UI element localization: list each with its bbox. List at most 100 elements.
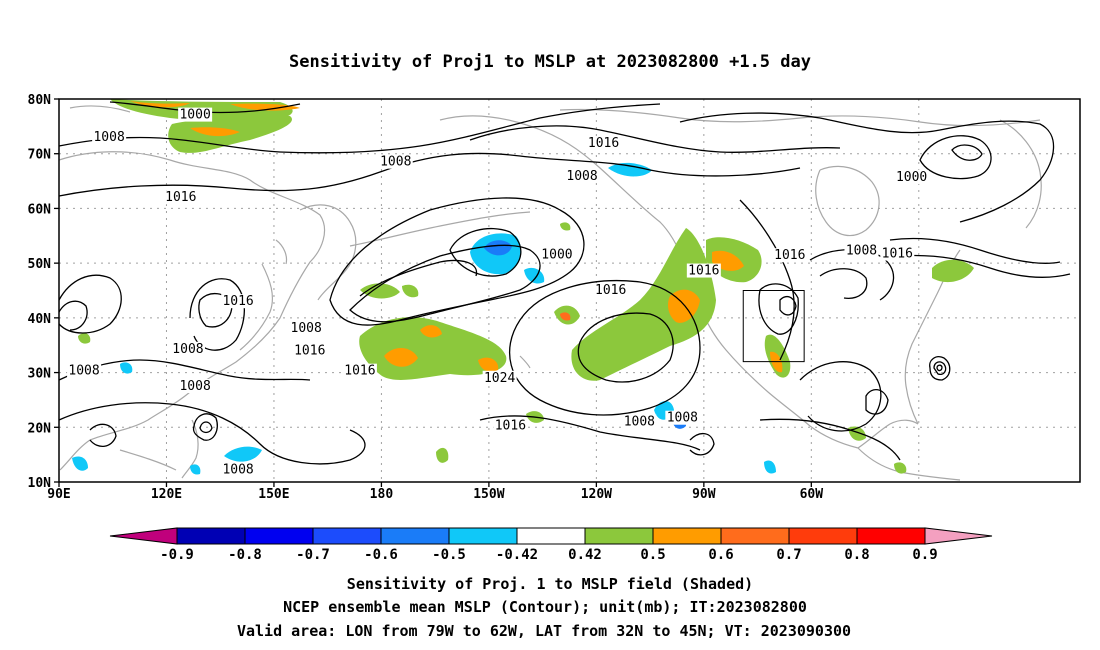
lon-tick-label: 120W <box>581 487 612 502</box>
colorbar-segment <box>244 527 314 545</box>
svg-text:1016: 1016 <box>588 136 619 151</box>
colorbar-label: -0.5 <box>432 547 466 563</box>
svg-text:1016: 1016 <box>344 364 375 379</box>
caption-line-3: Valid area: LON from 79W to 62W, LAT fro… <box>237 622 851 640</box>
lat-tick-label: 60N <box>28 202 52 217</box>
contour-label: 1000 <box>178 107 213 123</box>
svg-text:1008: 1008 <box>291 321 322 336</box>
svg-text:1008: 1008 <box>846 243 877 258</box>
contour-label: 1024 <box>482 370 517 386</box>
contour-label: 1008 <box>565 168 600 184</box>
svg-text:1016: 1016 <box>688 264 719 279</box>
svg-text:1024: 1024 <box>484 371 515 386</box>
lon-tick-label: 180 <box>370 487 394 502</box>
svg-text:1008: 1008 <box>172 342 203 357</box>
map-title: Sensitivity of Proj1 to MSLP at 20230828… <box>289 52 811 72</box>
contour-labels: 1000 1008 1008 1016 1008 1000 1016 1000 1016 1008… <box>67 107 929 478</box>
colorbar-segment <box>516 527 586 545</box>
caption-line-2: NCEP ensemble mean MSLP (Contour); unit(… <box>283 598 807 616</box>
svg-text:1008: 1008 <box>93 130 124 145</box>
colorbar-label: 0.8 <box>844 547 869 563</box>
svg-text:1008: 1008 <box>624 415 655 430</box>
lat-tick-label: 50N <box>28 257 52 272</box>
colorbar-extend-high <box>924 527 993 545</box>
contour-label: 1000 <box>894 169 929 185</box>
contour-label: 1016 <box>686 263 721 279</box>
colorbar-label: -0.8 <box>228 547 262 563</box>
colorbar-label: -0.9 <box>160 547 194 563</box>
svg-text:1016: 1016 <box>495 418 526 433</box>
contour-label: 1008 <box>178 378 213 394</box>
coastlines <box>58 105 1042 481</box>
contour-label: 1008 <box>378 154 413 170</box>
lon-tick-label: 150E <box>258 487 289 502</box>
contour-label: 1016 <box>292 343 327 358</box>
lat-tick-label: 80N <box>28 93 52 108</box>
contour-label: 1016 <box>342 363 377 379</box>
colorbar-label: 0.9 <box>912 547 937 563</box>
contour-label: 1016 <box>493 418 528 433</box>
lat-tick-label: 70N <box>28 148 52 163</box>
lat-tick-label: 40N <box>28 312 52 327</box>
colorbar-segment <box>584 527 654 545</box>
contour-label: 1008 <box>92 130 127 145</box>
colorbar-segment <box>788 527 858 545</box>
svg-text:1016: 1016 <box>595 283 626 298</box>
contour-label: 1008 <box>844 243 879 258</box>
contour-label: 1016 <box>586 136 621 151</box>
colorbar-label: 0.7 <box>776 547 801 563</box>
contour-label: 1000 <box>539 248 574 263</box>
lon-tick-label: 60W <box>800 487 824 502</box>
colorbar-segment <box>448 527 518 545</box>
lat-tick-label: 10N <box>28 476 52 491</box>
colorbar-label: 0.6 <box>708 547 733 563</box>
lon-tick-label: 150W <box>473 487 504 502</box>
svg-text:1008: 1008 <box>667 411 698 426</box>
map-frame <box>58 98 1081 483</box>
colorbar: -0.9 -0.8 -0.7 -0.6 -0.5 -0.42 0.42 0.5 0.6 0.7 0.… <box>109 527 993 563</box>
colorbar-segment <box>380 527 450 545</box>
lat-tick-label: 20N <box>28 421 52 436</box>
colorbar-segment <box>652 527 722 545</box>
colorbar-segment <box>312 527 382 545</box>
svg-text:1016: 1016 <box>882 247 913 262</box>
svg-text:1016: 1016 <box>774 248 805 263</box>
contour-label: 1016 <box>593 283 628 298</box>
colorbar-label: -0.6 <box>364 547 398 563</box>
colorbar-label: -0.42 <box>496 547 538 563</box>
contour-label: 1008 <box>170 341 205 357</box>
lon-tick-label: 120E <box>151 487 182 502</box>
map-panel: 1000 1008 1008 1016 1008 1000 1016 1000 1016 1008… <box>58 98 1081 483</box>
contour-label: 1016 <box>163 190 198 205</box>
svg-text:1016: 1016 <box>294 343 325 358</box>
colorbar-label: 0.42 <box>568 547 602 563</box>
contour-label: 1008 <box>221 462 256 478</box>
colorbar-extend-low <box>109 527 178 545</box>
mslp-contours <box>58 101 1071 465</box>
contour-label: 1016 <box>880 246 915 262</box>
contour-label: 1008 <box>67 363 102 379</box>
lon-tick-label: 90W <box>692 487 716 502</box>
svg-text:1000: 1000 <box>896 170 927 185</box>
svg-text:1016: 1016 <box>165 190 196 205</box>
caption-line-1: Sensitivity of Proj. 1 to MSLP field (Sh… <box>347 575 753 593</box>
svg-text:1008: 1008 <box>380 155 411 170</box>
contour-label: 1008 <box>289 320 324 336</box>
contour-label: 1008 <box>622 414 657 430</box>
contour-label: 1008 <box>665 410 700 426</box>
svg-text:1000: 1000 <box>541 248 572 263</box>
svg-text:1008: 1008 <box>179 379 210 394</box>
contour-label: 1016 <box>221 294 256 309</box>
colorbar-segment <box>856 527 926 545</box>
colorbar-segment <box>176 527 246 545</box>
colorbar-segment <box>720 527 790 545</box>
contour-label: 1016 <box>772 248 807 263</box>
colorbar-label: 0.5 <box>640 547 665 563</box>
svg-text:1000: 1000 <box>179 108 210 123</box>
lon-tick-label: 90E <box>47 487 70 502</box>
svg-text:1008: 1008 <box>222 463 253 478</box>
colorbar-label: -0.7 <box>296 547 330 563</box>
valid-area-box <box>742 290 805 363</box>
svg-text:1008: 1008 <box>566 169 597 184</box>
